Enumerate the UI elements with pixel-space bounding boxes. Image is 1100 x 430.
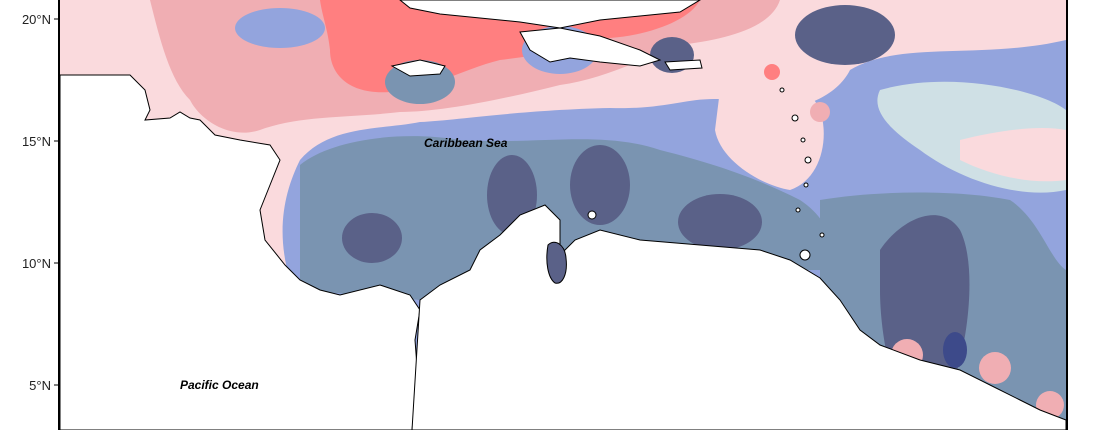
trinidad-island: [799, 249, 811, 261]
warm-spot-barbados: [810, 102, 830, 122]
latitude-axis: [54, 18, 59, 386]
pacific-ocean-label: Pacific Ocean: [180, 378, 259, 392]
cool-core-central-2: [570, 145, 630, 225]
island-dot: [800, 137, 806, 143]
lat-label-15: 15°N: [22, 134, 51, 149]
island-dot: [779, 87, 785, 93]
central-america-land: [59, 74, 421, 430]
cool-eddy-north-5: [795, 5, 895, 65]
caribbean-sea-label: Caribbean Sea: [424, 136, 508, 150]
warm-zone-east: [715, 72, 824, 190]
cool-eddy-north-1: [235, 8, 325, 48]
hispaniola-land: [519, 27, 662, 67]
cool-extreme-southeast: [943, 332, 967, 368]
lat-label-20: 20°N: [22, 12, 51, 27]
cool-core-gulf-honduras: [342, 213, 402, 263]
aruba-island: [587, 210, 597, 220]
island-dot: [791, 114, 799, 122]
island-dot: [804, 156, 812, 164]
island-dot: [819, 232, 825, 238]
jamaica-land: [390, 59, 446, 77]
land-masses: [59, 0, 1067, 430]
right-margin: [1068, 0, 1100, 430]
lat-label-10: 10°N: [22, 256, 51, 271]
cool-core-venezuela: [678, 194, 762, 250]
warm-spot-antilles: [764, 64, 780, 80]
warm-spot-guiana-2: [979, 352, 1011, 384]
lake-maracaibo: [546, 241, 567, 284]
puerto-rico-land: [664, 59, 703, 71]
south-america-land: [411, 204, 1067, 430]
warm-zone-far-east: [960, 128, 1066, 182]
left-margin: [0, 0, 58, 430]
lat-label-5: 5°N: [29, 378, 51, 393]
island-dot: [795, 207, 801, 213]
island-dot: [803, 182, 809, 188]
lesser-antilles: [779, 87, 825, 238]
